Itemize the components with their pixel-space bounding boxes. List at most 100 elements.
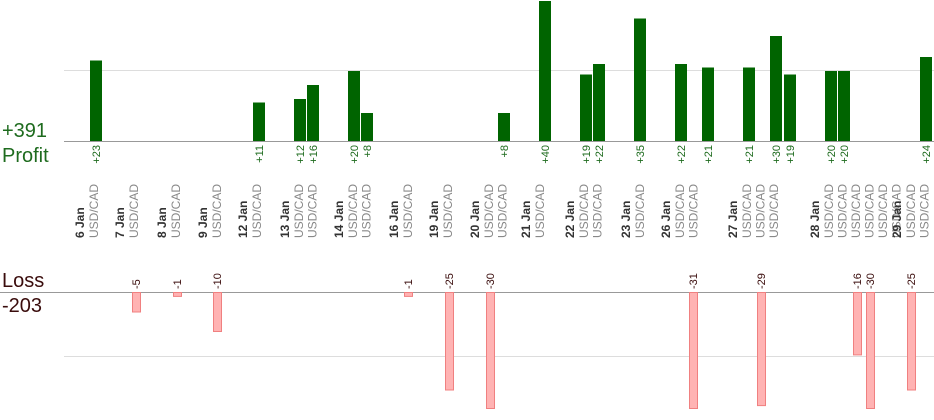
pair-label: USD/CAD xyxy=(822,184,836,238)
profit-bar-label: +30 xyxy=(771,145,783,164)
loss-label: Loss xyxy=(2,270,45,292)
profit-total: +391 xyxy=(2,120,48,142)
loss-bar xyxy=(445,292,454,391)
profit-bar-label: +8 xyxy=(499,145,511,158)
pair-label: USD/CAD xyxy=(346,184,360,238)
loss-bar-label: -29 xyxy=(756,273,768,289)
pair-label: USD/CAD xyxy=(482,184,496,238)
loss-bar-label: -16 xyxy=(852,273,864,289)
pair-label: USD/CAD xyxy=(360,184,374,238)
loss-bar xyxy=(173,292,182,297)
loss-bar-label: -30 xyxy=(485,273,497,289)
profit-bar xyxy=(348,71,360,141)
profit-bar-label: +24 xyxy=(921,145,933,164)
profit-bar-label: +40 xyxy=(540,145,552,164)
loss-total: -203 xyxy=(2,295,43,317)
profit-bar-label: +20 xyxy=(839,145,851,164)
profit-bar-label: +21 xyxy=(703,145,715,164)
date-label: 28 Jan xyxy=(808,201,822,238)
date-label: 16 Jan xyxy=(387,201,401,238)
profit-bar-label: +23 xyxy=(91,145,103,164)
date-label: 21 Jan xyxy=(519,201,533,238)
profit-bar-label: +19 xyxy=(785,145,797,164)
date-label: 13 Jan xyxy=(278,201,292,238)
profit-bar xyxy=(498,113,510,141)
profit-bar-label: +19 xyxy=(581,145,593,164)
pair-label: USD/CAD xyxy=(250,184,264,238)
profit-bar xyxy=(675,64,687,141)
loss-bar xyxy=(853,292,862,356)
date-label: 12 Jan xyxy=(236,201,250,238)
profit-bar xyxy=(307,85,319,141)
pair-label: USD/CAD xyxy=(591,184,605,238)
pair-label: USD/CAD xyxy=(633,184,647,238)
profit-bar-label: +16 xyxy=(308,145,320,164)
loss-bar-label: -1 xyxy=(403,279,415,289)
loss-bar xyxy=(907,292,916,391)
date-label: 6 Jan xyxy=(73,207,87,238)
date-label: 19 Jan xyxy=(427,201,441,238)
loss-bar-label: -25 xyxy=(906,273,918,289)
date-label: 20 Jan xyxy=(468,201,482,238)
loss-bar-label: -30 xyxy=(865,273,877,289)
pair-label: USD/CAD xyxy=(767,184,781,238)
pair-label: USD/CAD xyxy=(533,184,547,238)
profit-bar xyxy=(361,113,373,141)
profit-bar-label: +22 xyxy=(594,145,606,164)
pair-label: USD/CAD xyxy=(169,184,183,238)
loss-bar xyxy=(689,292,698,409)
profit-bar-label: +20 xyxy=(349,145,361,164)
profit-bar xyxy=(702,67,714,141)
profit-bar-label: +11 xyxy=(254,145,266,163)
loss-bar xyxy=(866,292,875,409)
loss-bar-label: -10 xyxy=(212,273,224,289)
profit-bar xyxy=(770,36,782,141)
pair-label: USD/CAD xyxy=(441,184,455,238)
date-label: 27 Jan xyxy=(726,201,740,238)
date-label: 23 Jan xyxy=(619,201,633,238)
pair-label: USD/CAD xyxy=(863,184,877,238)
pair-label: USD/CAD xyxy=(740,184,754,238)
date-label: 22 Jan xyxy=(563,201,577,238)
pair-label: USD/CAD xyxy=(836,184,850,238)
date-label: 9 Jan xyxy=(196,207,210,238)
pair-label: USD/CAD xyxy=(673,184,687,238)
profit-bar xyxy=(294,99,306,141)
date-axis-labels: 6 Jan USD/CAD 7 Jan USD/CAD 8 Jan USD/CAD 9 Ja… xyxy=(73,184,932,238)
pair-label: USD/CAD xyxy=(496,184,510,238)
pair-label: USD/CAD xyxy=(577,184,591,238)
profit-label: Profit xyxy=(2,145,49,167)
profit-bar-label: +21 xyxy=(744,145,756,164)
date-label: 26 Jan xyxy=(659,201,673,238)
pair-label: USD/CAD xyxy=(876,184,890,238)
date-label: 14 Jan xyxy=(332,201,346,238)
profit-bar xyxy=(580,74,592,141)
profit-bar-label: +35 xyxy=(635,145,647,164)
loss-bar-label: -25 xyxy=(444,273,456,289)
pair-label: USD/CAD xyxy=(292,184,306,238)
loss-bar xyxy=(404,292,413,297)
loss-bar xyxy=(132,292,141,313)
pair-label: USD/CAD xyxy=(904,184,918,238)
profit-bar xyxy=(920,57,932,141)
gridlines xyxy=(0,70,934,357)
profit-bar xyxy=(743,67,755,141)
pair-label: USD/CAD xyxy=(306,184,320,238)
date-label: 7 Jan xyxy=(113,207,127,238)
pair-label: USD/CAD xyxy=(87,184,101,238)
loss-bars: -5 -1 -10 -1 -25 -30 -31 -29 -16 -30 -25 xyxy=(131,273,918,409)
pair-label: USD/CAD xyxy=(127,184,141,238)
loss-bar-label: -5 xyxy=(131,279,143,289)
pair-label: USD/CAD xyxy=(918,184,932,238)
pair-label: USD/CAD xyxy=(210,184,224,238)
profit-bar xyxy=(593,64,605,141)
profit-bar xyxy=(539,1,551,141)
profit-bar xyxy=(253,102,265,141)
pair-label: USD/CAD xyxy=(849,184,863,238)
profit-bar xyxy=(90,60,102,141)
date-label: 29 Jan xyxy=(890,201,904,238)
profit-bar-label: +20 xyxy=(826,145,838,164)
profit-bars: +23 +11 +12 +16 +20 +8 +8 +40 +19 +22 +35 +22 +21 +21… xyxy=(90,1,933,164)
profit-bar xyxy=(784,74,796,141)
loss-bar xyxy=(213,292,222,332)
